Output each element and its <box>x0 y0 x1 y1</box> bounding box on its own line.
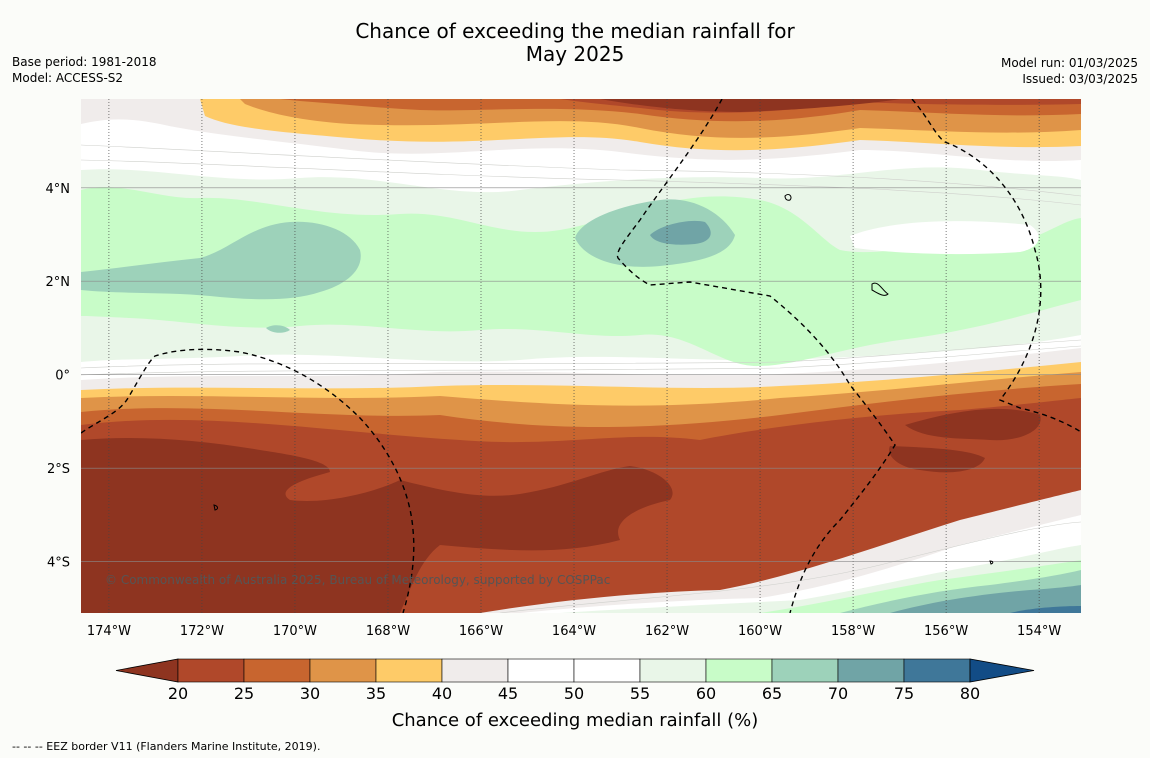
meta-right: Model run: 01/03/2025 Issued: 03/03/2025 <box>1001 55 1138 87</box>
colorbar-swatch <box>639 658 707 683</box>
colorbar-swatch <box>771 658 839 683</box>
colorbar-level-label: 60 <box>696 684 716 703</box>
eez-footnote: -- -- -- EEZ border V11 (Flanders Marine… <box>12 740 321 753</box>
contour-eq-65-70-west <box>81 221 361 300</box>
colorbar-level-label: 70 <box>828 684 848 703</box>
colorbar-level-label: 75 <box>894 684 914 703</box>
x-tick-label: 170°W <box>273 624 317 639</box>
contour-south-below-20-east2 <box>905 408 1041 441</box>
x-tick-label: 168°W <box>366 624 410 639</box>
colorbar-swatch <box>903 658 971 683</box>
colorbar-level-label: 45 <box>498 684 518 703</box>
colorbar-swatch <box>705 658 773 683</box>
title-line-1: Chance of exceeding the median rainfall … <box>355 19 795 43</box>
issued-date: Issued: 03/03/2025 <box>1022 72 1138 86</box>
eez-borders <box>81 99 1081 613</box>
x-tick-labels: 174°W 172°W 170°W 168°W 166°W 164°W 162°W 160°W… <box>87 624 1062 639</box>
colorbar-swatch <box>177 658 245 683</box>
title-line-2: May 2025 <box>525 42 625 66</box>
contour-north-below-20 <box>600 99 900 112</box>
meta-left: Base period: 1981-2018 Model: ACCESS-S2 <box>12 54 157 86</box>
colorbar-level-label: 20 <box>168 684 188 703</box>
y-tick-label: 4°S <box>47 556 70 571</box>
x-tick-label: 154°W <box>1017 624 1061 639</box>
colorbar-swatch <box>507 658 575 683</box>
colorbar-labels: 20 25 30 35 40 45 50 55 60 65 70 75 80 <box>168 684 980 703</box>
contour-se-75-80 <box>1010 606 1081 613</box>
colorbar-level-label: 40 <box>432 684 452 703</box>
rainfall-map-area: © Commonwealth of Australia 2025, Bureau… <box>81 99 1081 613</box>
islands <box>213 194 994 565</box>
colorbar-title: Chance of exceeding median rainfall (%) <box>392 710 759 731</box>
colorbar-extend-low <box>115 658 179 683</box>
contour-eq-white-east <box>850 221 1039 255</box>
colorbar-swatch <box>375 658 443 683</box>
contour-eq-65-70-small <box>266 325 290 333</box>
colorbar-level-label: 65 <box>762 684 782 703</box>
colorbar-level-label: 80 <box>960 684 980 703</box>
colorbar-level-label: 30 <box>300 684 320 703</box>
x-tick-label: 160°W <box>738 624 782 639</box>
contour-south-below-20-east <box>889 446 985 473</box>
colorbar-swatch <box>243 658 311 683</box>
colorbar-extend-high <box>969 658 1035 683</box>
colorbar-swatch <box>441 658 509 683</box>
x-tick-label: 164°W <box>552 624 596 639</box>
colorbar <box>115 658 1035 683</box>
y-tick-label: 2°S <box>47 462 70 477</box>
y-tick-label: 2°N <box>46 275 71 290</box>
colorbar-level-label: 50 <box>564 684 584 703</box>
copyright-text: © Commonwealth of Australia 2025, Bureau… <box>105 573 610 587</box>
contour-eq-70-75-mid <box>650 220 711 245</box>
x-tick-label: 156°W <box>924 624 968 639</box>
colorbar-level-label: 35 <box>366 684 386 703</box>
x-tick-label: 162°W <box>645 624 689 639</box>
model-name: Model: ACCESS-S2 <box>12 71 124 85</box>
model-run: Model run: 01/03/2025 <box>1000 56 1138 70</box>
colorbar-level-label: 55 <box>630 684 650 703</box>
contour-lines <box>81 144 1081 613</box>
x-tick-label: 166°W <box>459 624 503 639</box>
x-tick-label: 174°W <box>87 624 131 639</box>
y-tick-label: 0° <box>55 369 70 384</box>
colorbar-swatch <box>309 658 377 683</box>
colorbar-level-label: 25 <box>234 684 254 703</box>
contour-south-below-20-west <box>81 438 673 613</box>
y-tick-labels: 4°N 2°N 0° 2°S 4°S <box>46 182 71 571</box>
colorbar-swatch <box>573 658 641 683</box>
map-title: Chance of exceeding the median rainfall … <box>0 20 1150 66</box>
x-tick-label: 158°W <box>831 624 875 639</box>
contour-se-70-75 <box>890 585 1081 613</box>
y-tick-label: 4°N <box>46 182 71 197</box>
graticule <box>81 99 1081 613</box>
base-period: Base period: 1981-2018 <box>12 55 157 69</box>
colorbar-swatch <box>837 658 905 683</box>
x-tick-label: 172°W <box>180 624 224 639</box>
